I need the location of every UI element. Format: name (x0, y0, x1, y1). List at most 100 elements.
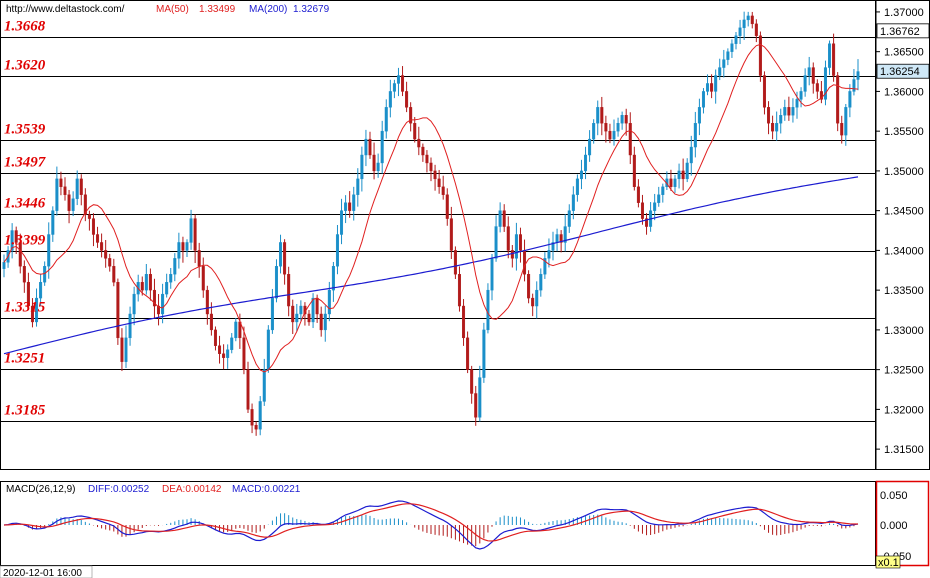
candle-up (364, 138, 368, 156)
price-tick-label: 1.33500 (884, 285, 924, 297)
candle-up (706, 83, 710, 92)
candle-down (628, 123, 632, 156)
candle-down (368, 138, 372, 156)
level-label: 1.3251 (4, 351, 45, 367)
candle-down (30, 305, 34, 323)
candle-down (445, 194, 449, 219)
candle-down (836, 75, 840, 124)
candle-down (531, 297, 535, 307)
candle-down (242, 337, 246, 370)
candle-up (128, 313, 132, 339)
candle-up (51, 210, 55, 235)
candle-down (819, 91, 823, 100)
candle-up (807, 67, 811, 76)
candle-down (437, 178, 441, 188)
candle-up (132, 293, 136, 315)
last-price-tag-box (876, 23, 930, 39)
macd-diff-line (3, 500, 859, 550)
candle-up (340, 210, 344, 235)
candle-up (514, 234, 518, 259)
candle-down (417, 138, 421, 148)
candle-up (539, 274, 543, 291)
candle-down (636, 186, 640, 203)
candle-up (189, 218, 193, 243)
candle-up (799, 91, 803, 100)
candle-up (331, 266, 335, 291)
scale-badge: x0.1 (878, 557, 899, 569)
candle-up (295, 313, 299, 323)
candle-down (429, 162, 433, 172)
candle-down (209, 313, 213, 331)
candle-up (555, 234, 559, 243)
price-tick-label: 1.32000 (884, 404, 924, 416)
level-label: 1.3399 (4, 233, 46, 249)
candle-down (421, 146, 425, 156)
candle-up (738, 27, 742, 36)
candle-up (848, 91, 852, 108)
candle-down (811, 67, 815, 84)
ma50-line (3, 43, 859, 373)
candle-down (449, 218, 453, 251)
candle-down (87, 214, 91, 219)
macd-value-label: MACD:0.00221 (232, 484, 301, 495)
candle-up (775, 123, 779, 132)
candle-up (124, 337, 128, 362)
candle-up (230, 337, 234, 350)
macd-diff-label: DIFF:0.00252 (88, 484, 150, 495)
candle-down (608, 130, 612, 140)
candle-down (246, 369, 250, 410)
macd-panel (0, 481, 876, 566)
candle-down (319, 313, 323, 331)
candle-up (596, 107, 600, 124)
candle-up (47, 234, 51, 267)
candle-up (161, 293, 165, 315)
candle-down (470, 369, 474, 394)
candle-down (116, 281, 120, 339)
candle-down (767, 107, 771, 124)
ma200-value: 1.32679 (293, 4, 330, 15)
candle-down (441, 186, 445, 195)
candle-down (754, 23, 758, 36)
candle-down (559, 234, 563, 243)
candle-down (771, 123, 775, 132)
price-axis-ticks: 1.37000 1.36500 1.36000 1.35500 1.35000 1.345… (876, 7, 930, 456)
candle-up (498, 210, 502, 227)
candle-up (274, 266, 278, 299)
candle-up (486, 289, 490, 331)
candle-up (396, 75, 400, 84)
candle-down (433, 170, 437, 180)
candle-down (108, 258, 112, 267)
macd-tick-top: 0.050 (880, 490, 908, 502)
candle-down (14, 230, 18, 243)
candle-down (222, 353, 226, 358)
candle-up (844, 107, 848, 136)
candle-down (466, 337, 470, 370)
candle-up (726, 51, 730, 60)
candle-up (71, 198, 75, 211)
level-labels: 1.3668 1.3620 1.3539 1.3497 1.3446 1.3399 1.33… (4, 19, 46, 419)
level-label: 1.3446 (4, 196, 46, 212)
candle-up (335, 234, 339, 267)
candle-up (234, 321, 238, 339)
candle-down (401, 75, 405, 92)
candle-down (762, 75, 766, 108)
candle-up (356, 178, 360, 195)
last-price-tag-box (876, 63, 930, 79)
candle-up (677, 170, 681, 180)
candle-up (722, 59, 726, 68)
candle-down (832, 43, 836, 76)
candle-up (279, 242, 283, 267)
candle-down (474, 393, 478, 418)
candle-down (457, 274, 461, 307)
price-tick-label: 1.36500 (884, 47, 924, 59)
price-tick-label: 1.35500 (884, 126, 924, 138)
candle-up (35, 297, 39, 323)
candle-down (681, 170, 685, 180)
candle-down (197, 250, 201, 267)
candle-up (323, 313, 327, 331)
candle-up (803, 75, 807, 92)
level-label: 1.3668 (4, 19, 46, 35)
candle-up (571, 194, 575, 211)
candle-up (852, 79, 856, 92)
candle-up (392, 83, 396, 92)
